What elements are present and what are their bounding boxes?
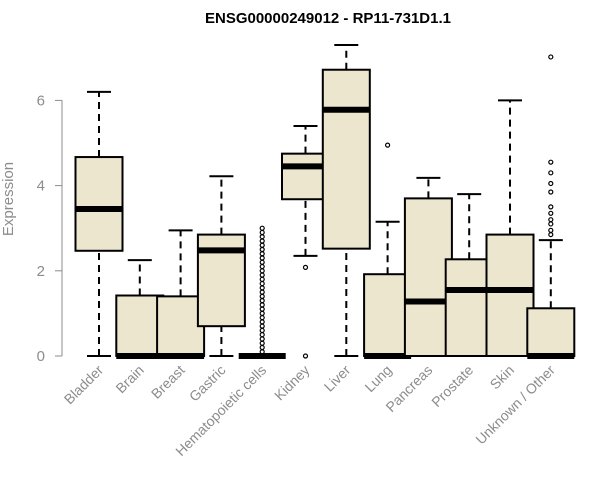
- outlier-point: [259, 298, 265, 304]
- outlier-point: [259, 272, 265, 278]
- outlier-point: [259, 302, 265, 308]
- y-tick-label: 4: [37, 178, 45, 195]
- outlier-point: [259, 255, 265, 261]
- box-body: [403, 197, 453, 357]
- box-liver: [321, 44, 371, 357]
- outlier-point: [548, 231, 554, 238]
- box-body: [526, 307, 576, 357]
- outlier-point: [259, 319, 265, 325]
- outlier-point: [259, 268, 265, 274]
- outlier-point: [259, 242, 265, 248]
- outlier-point: [548, 180, 554, 187]
- outlier-point: [259, 259, 265, 265]
- x-tick-label: Lung: [361, 362, 394, 395]
- outlier-point: [259, 225, 265, 231]
- box-body: [321, 68, 371, 250]
- box-body: [281, 152, 330, 201]
- box-prostate: [444, 193, 494, 358]
- outlier-point: [548, 159, 554, 165]
- box-hematopoietic-cells: [238, 225, 286, 359]
- box-breast: [156, 229, 206, 359]
- outlier-point: [259, 234, 265, 240]
- outlier-point: [302, 353, 309, 359]
- y-tick-label: 6: [37, 92, 45, 109]
- x-tick-label: Brain: [112, 362, 146, 396]
- outlier-point: [259, 229, 265, 236]
- outlier-point: [259, 289, 265, 295]
- chart-title: ENSG00000249012 - RP11-731D1.1: [205, 10, 451, 27]
- outlier-point: [548, 221, 554, 227]
- box-body: [74, 156, 124, 252]
- outlier-point: [548, 170, 554, 176]
- outlier-point: [259, 332, 265, 338]
- outlier-point: [259, 251, 265, 257]
- outlier-point: [259, 315, 265, 321]
- x-tick-label: Skin: [487, 362, 518, 393]
- outlier-point: [302, 264, 309, 270]
- box-pancreas: [403, 176, 453, 357]
- outlier-point: [259, 280, 265, 287]
- box-body: [156, 295, 206, 357]
- y-tick-label: 2: [37, 263, 45, 280]
- outlier-point: [259, 310, 265, 316]
- box-group: [74, 44, 576, 359]
- box-body: [485, 233, 535, 357]
- y-axis: 0 2 4 6: [37, 92, 63, 365]
- x-tick-label: Breast: [148, 362, 188, 402]
- box-kidney: [281, 124, 330, 359]
- y-tick-label: 0: [37, 348, 45, 365]
- outlier-point: [548, 210, 554, 216]
- outlier-point: [259, 336, 265, 342]
- x-tick-label: Bladder: [61, 362, 107, 408]
- x-tick-label: Liver: [321, 362, 354, 395]
- box-bladder: [74, 90, 124, 357]
- x-tick-label: Prostate: [428, 362, 476, 410]
- outlier-point: [259, 246, 265, 253]
- box-gastric: [196, 175, 246, 357]
- outlier-point: [259, 285, 265, 291]
- outlier-point: [259, 340, 265, 346]
- outlier-point: [548, 54, 554, 60]
- box-body: [444, 258, 494, 358]
- box-skin: [485, 99, 535, 357]
- outlier-point: [259, 344, 265, 351]
- outlier-point: [259, 293, 265, 299]
- outlier-point: [259, 263, 265, 270]
- outlier-point: [548, 204, 554, 210]
- box-unknown-other: [526, 54, 576, 359]
- outlier-point: [259, 306, 265, 312]
- outlier-point: [259, 327, 265, 334]
- outlier-point: [385, 142, 391, 148]
- outlier-point: [548, 227, 554, 233]
- outlier-point: [259, 238, 265, 244]
- outlier-point: [548, 189, 554, 195]
- outlier-point: [548, 217, 554, 223]
- y-axis-label: Expression: [0, 162, 17, 236]
- x-tick-label: Kidney: [271, 362, 313, 404]
- outlier-point: [259, 276, 265, 282]
- outlier-point: [259, 323, 265, 329]
